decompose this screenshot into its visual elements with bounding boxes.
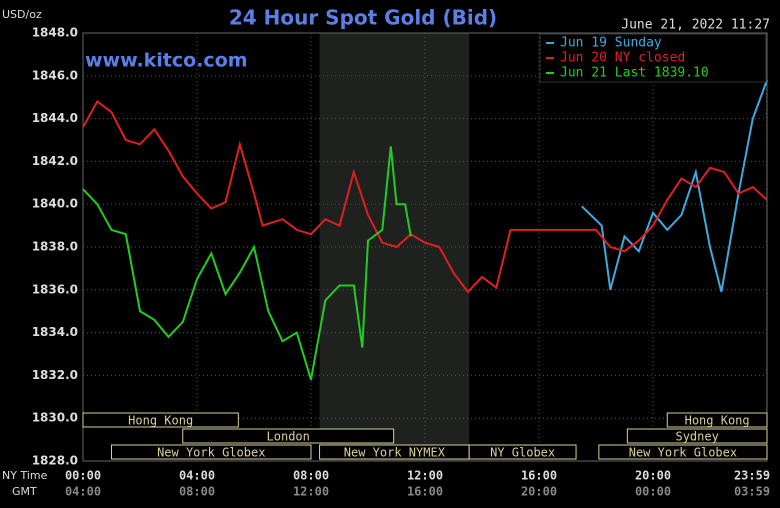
- session-bar: [82, 412, 239, 428]
- legend-label: Jun 20 NY closed: [560, 51, 685, 66]
- y-tick-label: 1828.0: [32, 454, 78, 468]
- gmt-tick-label: 00:00: [635, 485, 671, 499]
- plot-frame: [82, 32, 768, 462]
- x-tick-label: 12:00: [407, 469, 443, 483]
- session-label: New York Globex: [629, 446, 737, 460]
- legend-label: Jun 21 Last 1839.10: [560, 66, 709, 81]
- session-bar: [666, 412, 768, 428]
- watermark: www.kitco.com: [85, 50, 248, 72]
- legend-label: Jun 19 Sunday: [560, 36, 662, 51]
- gmt-tick-label: 04:00: [65, 485, 101, 499]
- timestamp: June 21, 2022 11:27: [621, 18, 770, 33]
- x-tick-label: 08:00: [293, 469, 329, 483]
- x-tick-label: 23:59: [734, 469, 770, 483]
- y-tick-label: 1838.0: [32, 240, 78, 254]
- session-bar: [111, 444, 312, 460]
- x-tick-label: 04:00: [179, 469, 215, 483]
- session-label: Hong Kong: [128, 414, 193, 428]
- session-label: London: [267, 430, 310, 444]
- session-label: Sydney: [675, 430, 718, 444]
- gmt-tick-label: 12:00: [293, 485, 329, 499]
- y-tick-label: 1830.0: [32, 411, 78, 425]
- session-label: New York Globex: [157, 446, 265, 460]
- x-row-label: GMT: [12, 485, 37, 498]
- session-bar: [468, 444, 577, 460]
- session-label: New York NYMEX: [344, 446, 446, 460]
- gmt-tick-label: 03:59: [734, 485, 770, 499]
- series-line: [82, 100, 768, 294]
- series-line: [82, 146, 412, 380]
- y-tick-label: 1840.0: [32, 197, 78, 211]
- session-label: NY Globex: [490, 446, 555, 460]
- legend-box: [539, 33, 767, 83]
- series-line: [581, 79, 768, 293]
- y-tick-label: 1836.0: [32, 282, 78, 296]
- gmt-tick-label: 16:00: [407, 485, 443, 499]
- gmt-tick-label: 20:00: [521, 485, 557, 499]
- gmt-tick-label: 08:00: [179, 485, 215, 499]
- y-tick-label: 1834.0: [32, 325, 78, 339]
- x-tick-label: 20:00: [635, 469, 671, 483]
- chart-title: 24 Hour Spot Gold (Bid): [229, 6, 497, 30]
- y-tick-label: 1844.0: [32, 111, 78, 125]
- y-tick-label: 1848.0: [32, 26, 78, 40]
- y-axis-label: USD/oz: [2, 8, 42, 21]
- session-bar: [598, 444, 768, 460]
- session-bar: [182, 428, 395, 444]
- y-tick-label: 1846.0: [32, 68, 78, 82]
- x-tick-label: 16:00: [521, 469, 557, 483]
- session-label: Hong Kong: [685, 414, 750, 428]
- session-bar: [626, 428, 768, 444]
- y-tick-label: 1842.0: [32, 154, 78, 168]
- x-tick-label: 00:00: [65, 469, 101, 483]
- x-row-label: NY Time: [2, 469, 48, 482]
- y-tick-label: 1832.0: [32, 368, 78, 382]
